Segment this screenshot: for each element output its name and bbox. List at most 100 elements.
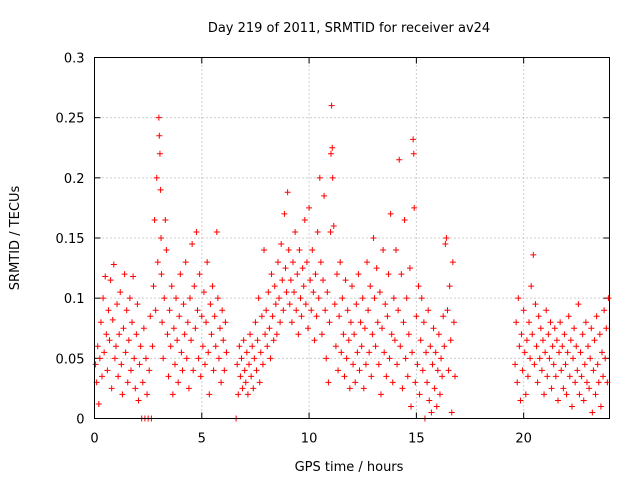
data-point [123, 307, 130, 314]
data-point [158, 271, 165, 278]
data-point [543, 307, 550, 314]
data-point [155, 114, 162, 121]
data-point [285, 247, 292, 254]
data-point [432, 349, 439, 356]
data-point [130, 273, 137, 280]
data-point [438, 355, 445, 362]
data-point [188, 337, 195, 344]
data-point [199, 343, 206, 350]
data-point [256, 379, 263, 386]
data-point [99, 373, 106, 380]
data-point [122, 349, 129, 356]
data-point [547, 319, 554, 326]
data-point [515, 295, 522, 302]
data-point [340, 331, 347, 338]
data-point [322, 307, 329, 314]
data-point [439, 373, 446, 380]
data-point [429, 361, 436, 368]
data-point [416, 391, 423, 398]
data-point [267, 355, 274, 362]
data-point [532, 301, 539, 308]
data-point [136, 361, 143, 368]
data-point [92, 361, 99, 368]
data-point [278, 241, 285, 248]
data-point [107, 277, 114, 284]
data-point [321, 192, 328, 199]
data-point [294, 271, 301, 278]
data-point [184, 319, 191, 326]
data-point [382, 301, 389, 308]
data-point [266, 325, 273, 332]
data-point [157, 186, 164, 193]
data-point [318, 331, 325, 338]
data-point [548, 385, 555, 392]
data-point [149, 343, 156, 350]
data-point [555, 397, 561, 404]
data-point [415, 283, 422, 290]
data-point [350, 361, 357, 368]
data-point [308, 307, 315, 314]
data-point [140, 325, 147, 332]
data-point [191, 283, 198, 290]
data-point [330, 222, 337, 229]
data-point [400, 319, 407, 326]
data-point [386, 355, 393, 362]
y-tick-label: 0.25 [56, 112, 85, 127]
data-point [118, 361, 125, 368]
data-point [205, 349, 212, 356]
data-point [284, 189, 291, 196]
data-point [166, 307, 173, 314]
data-point [255, 295, 262, 302]
data-point [212, 343, 219, 350]
data-point [220, 337, 227, 344]
data-point [589, 409, 596, 416]
data-point [410, 136, 417, 143]
data-point [297, 295, 304, 302]
data-point [210, 367, 217, 374]
data-point [269, 313, 276, 320]
data-point [436, 391, 443, 398]
data-point [341, 373, 348, 380]
data-point [550, 361, 557, 368]
data-point [152, 307, 159, 314]
data-point [215, 355, 222, 362]
data-point [146, 367, 153, 374]
data-point [332, 343, 339, 350]
data-point [417, 337, 424, 344]
data-point [380, 247, 387, 254]
data-point [364, 259, 371, 266]
data-point [254, 337, 261, 344]
data-point [117, 289, 124, 296]
data-point [392, 247, 399, 254]
data-point [301, 216, 308, 223]
data-point [282, 265, 289, 272]
data-point [270, 337, 277, 344]
data-point [398, 271, 405, 278]
data-point [317, 259, 324, 266]
data-point [401, 216, 408, 223]
data-point [570, 355, 577, 362]
data-point [116, 331, 123, 338]
data-point [300, 283, 307, 290]
data-point [375, 361, 382, 368]
data-point [579, 331, 586, 338]
data-point [274, 259, 281, 266]
data-point [443, 235, 450, 241]
y-tick-label: 0.15 [56, 232, 85, 247]
data-point [603, 325, 610, 332]
data-point [342, 277, 349, 284]
data-point [158, 235, 165, 241]
data-point [587, 355, 594, 362]
data-point [180, 301, 187, 308]
data-point [200, 289, 207, 296]
plot-frame [94, 57, 610, 419]
data-point [192, 325, 199, 332]
data-point [365, 307, 372, 314]
data-point [262, 331, 269, 338]
data-point [546, 355, 553, 362]
data-point [223, 349, 230, 356]
data-point [410, 150, 417, 157]
data-point [263, 307, 270, 314]
data-point [558, 367, 565, 374]
